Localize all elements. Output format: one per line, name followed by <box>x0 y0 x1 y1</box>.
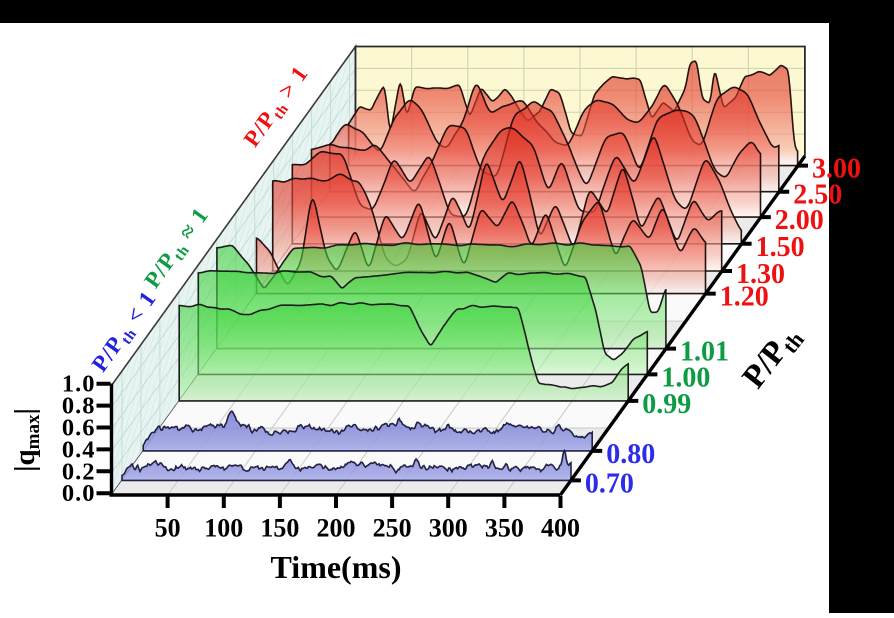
svg-text:200: 200 <box>317 514 356 543</box>
svg-text:0.0: 0.0 <box>62 480 96 507</box>
svg-text:50: 50 <box>155 514 181 543</box>
svg-text:0.6: 0.6 <box>62 415 96 442</box>
svg-text:1.00: 1.00 <box>661 362 710 393</box>
svg-text:0.2: 0.2 <box>62 458 96 485</box>
svg-text:150: 150 <box>260 514 299 543</box>
svg-text:300: 300 <box>429 514 468 543</box>
svg-text:0.70: 0.70 <box>585 468 634 499</box>
svg-text:3.00: 3.00 <box>812 154 861 185</box>
svg-text:250: 250 <box>373 514 412 543</box>
svg-text:1.01: 1.01 <box>680 337 729 368</box>
svg-text:1.30: 1.30 <box>736 259 785 290</box>
svg-text:Time(ms): Time(ms) <box>271 549 402 585</box>
svg-text:1.0: 1.0 <box>62 371 96 398</box>
svg-text:400: 400 <box>541 514 580 543</box>
svg-text:2.00: 2.00 <box>775 205 824 236</box>
svg-text:0.80: 0.80 <box>606 439 655 470</box>
svg-text:100: 100 <box>204 514 243 543</box>
svg-text:0.99: 0.99 <box>642 389 691 420</box>
svg-text:0.4: 0.4 <box>62 436 96 463</box>
svg-text:1.50: 1.50 <box>756 232 805 263</box>
svg-text:0.8: 0.8 <box>62 393 96 420</box>
svg-text:1.20: 1.20 <box>720 282 769 313</box>
svg-text:350: 350 <box>485 514 524 543</box>
svg-text:2.50: 2.50 <box>793 180 842 211</box>
